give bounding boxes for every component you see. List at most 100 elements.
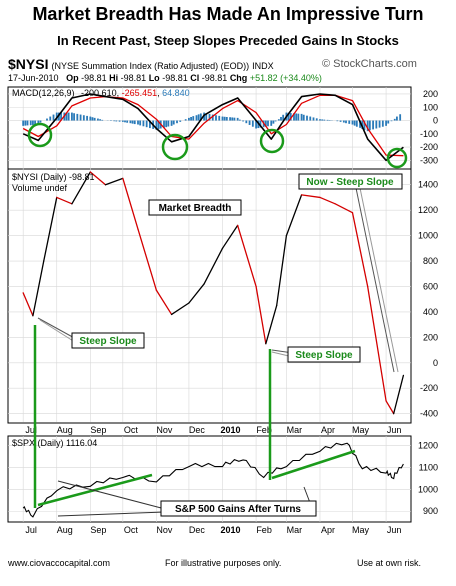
macd-hist-bar	[129, 120, 132, 124]
chart-subtitle: In Recent Past, Steep Slopes Preceded Ga…	[57, 33, 399, 48]
nysi-segment	[32, 260, 45, 317]
nysi-x-tick-label: Jun	[387, 425, 402, 435]
pointer-now-b	[359, 187, 399, 373]
macd-hist-bar	[248, 120, 251, 125]
macd-hist-bar	[49, 116, 52, 121]
spx-trend-1	[37, 473, 153, 507]
macd-hist-bar	[372, 120, 374, 130]
macd-hist-bar	[363, 120, 366, 131]
macd-hist-bar	[238, 119, 241, 121]
macd-hist-bar	[390, 120, 393, 122]
macd-hist-value: 64.840	[162, 88, 190, 98]
nysi-y-tick-label: -200	[420, 383, 438, 393]
low-value: -98.81	[162, 73, 188, 83]
macd-hist-bar	[97, 118, 99, 121]
macd-hist-bar	[309, 116, 312, 121]
nysi-y-tick-label: -400	[420, 409, 438, 419]
nysi-segment	[300, 194, 321, 199]
nysi-y-tick-label: 1200	[418, 205, 438, 215]
macd-hist-bar	[73, 113, 75, 121]
macd-hist-bar	[393, 118, 396, 121]
macd-hist-bar	[58, 112, 60, 121]
macd-hist-bar	[29, 120, 32, 126]
macd-hist-bar	[315, 118, 318, 121]
footer-note: For illustrative purposes only.	[165, 558, 282, 568]
spx-y-tick-label: 1000	[418, 484, 438, 494]
nysi-segment	[255, 285, 267, 345]
macd-hist-bar	[176, 120, 178, 124]
macd-hist-bar	[60, 112, 62, 121]
macd-hist-bar	[197, 114, 200, 121]
nysi-segment	[188, 283, 205, 304]
spx-y-tick-label: 1200	[418, 441, 438, 451]
macd-hist-bar	[272, 120, 275, 124]
high-value: -98.81	[120, 73, 147, 83]
macd-hist-bar	[321, 119, 324, 121]
macd-hist-bar	[348, 120, 351, 124]
nysi-segment	[351, 212, 369, 288]
macd-hist-bar	[142, 120, 145, 127]
macd-hist-bar	[251, 120, 254, 127]
macd-hist-bar	[89, 116, 92, 121]
macd-hist-bar	[323, 119, 326, 121]
macd-hist-bar	[163, 120, 165, 128]
stock-header-line1: $NYSI (NYSE Summation Index (Ratio Adjus…	[8, 56, 274, 72]
spx-x-tick-label: Aug	[57, 525, 73, 535]
macd-hist-bar	[287, 112, 290, 121]
nysi-y-tick-label: 1400	[418, 180, 438, 190]
macd-hist-bar	[231, 117, 234, 121]
spx-x-tick-label: May	[352, 525, 370, 535]
macd-hist-bar	[184, 119, 187, 121]
macd-hist-bar	[312, 117, 315, 121]
macd-hist-bar	[264, 120, 267, 127]
steep-slope-box-1	[71, 332, 145, 349]
macd-hist-bar	[93, 117, 96, 121]
macd-hist-bar	[190, 116, 192, 121]
chart-title: Market Breadth Has Made An Impressive Tu…	[32, 4, 424, 24]
macd-hist-bar	[52, 114, 55, 121]
exchange: INDX	[252, 61, 274, 71]
nysi-x-tick-label: Jul	[25, 425, 37, 435]
macd-hist-bar	[387, 120, 390, 124]
macd-hist-bar	[188, 117, 190, 121]
nysi-x-tick-label: Dec	[189, 425, 206, 435]
macd-hist-bar	[157, 120, 160, 130]
nysi-x-tick-label: Aug	[57, 425, 73, 435]
macd-hist-bar	[359, 120, 361, 128]
nysi-y-tick-label: 600	[423, 281, 438, 291]
macd-hist-bar	[155, 120, 158, 130]
macd-hist-bar	[55, 112, 58, 121]
steep-slope-box-2	[287, 346, 361, 363]
macd-hist-bar	[221, 116, 224, 121]
spx-x-tick-label: 2010	[220, 525, 240, 535]
macd-hist-bar	[205, 113, 208, 121]
macd-hist-bar	[396, 116, 398, 121]
nysi-segment	[221, 224, 239, 249]
spx-line	[22, 442, 404, 518]
macd-hist-bar	[274, 120, 277, 122]
steep-slope-label-1: Steep Slope	[79, 336, 137, 347]
nysi-legend: $NYSI (Daily) -98.81	[12, 172, 95, 182]
spx-x-tick-label: Nov	[156, 525, 173, 535]
nysi-x-tick-label: Mar	[287, 425, 303, 435]
macd-hist-bar	[115, 120, 118, 122]
macd-hist-bar	[131, 120, 134, 124]
macd-y-tick-label: -200	[420, 142, 438, 152]
market-breadth-label: Market Breadth	[159, 203, 232, 214]
quote-date: 17-Jun-2010	[8, 73, 59, 83]
macd-hist-bar	[277, 119, 280, 121]
macd-hist-bar	[195, 115, 198, 121]
spx-x-tick-label: Feb	[256, 525, 272, 535]
pointer-steep-1a	[37, 317, 79, 341]
open-value: -98.81	[81, 73, 107, 83]
nysi-segment	[385, 400, 395, 415]
macd-hist-bar	[223, 116, 226, 121]
nysi-segment	[334, 203, 354, 214]
macd-circle-nov	[161, 133, 189, 161]
macd-hist-bar	[79, 114, 82, 121]
macd-hist-bar	[245, 120, 248, 124]
macd-hist-bar	[339, 120, 342, 122]
macd-value: -200.610	[81, 88, 117, 98]
nysi-segment	[319, 196, 336, 205]
